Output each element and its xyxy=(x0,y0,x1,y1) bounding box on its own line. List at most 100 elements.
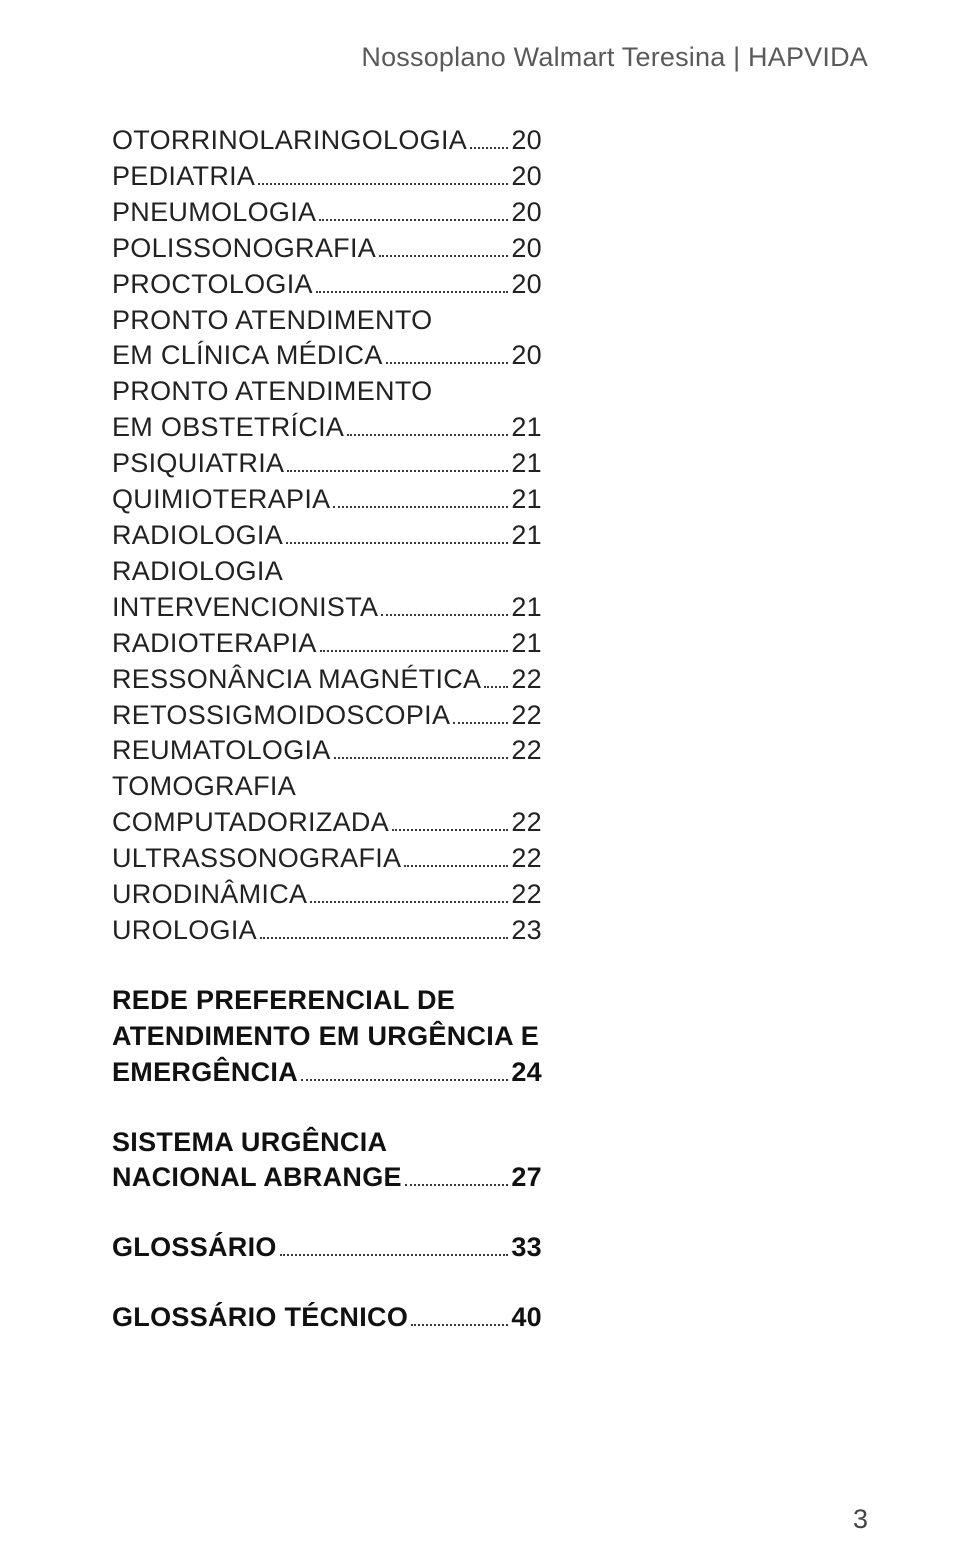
toc-label: EMERGÊNCIA xyxy=(112,1055,298,1091)
toc-label: PSIQUIATRIA xyxy=(112,446,284,482)
toc-dots xyxy=(310,901,508,903)
toc-dots xyxy=(260,937,508,939)
toc-section-pre: SISTEMA URGÊNCIA xyxy=(112,1125,542,1161)
toc-page: 21 xyxy=(511,446,542,482)
toc-label: GLOSSÁRIO TÉCNICO xyxy=(112,1300,408,1336)
toc-label: PNEUMOLOGIA xyxy=(112,195,316,231)
toc-entry-pre: TOMOGRAFIA xyxy=(112,769,542,805)
toc-dots xyxy=(286,542,508,544)
toc-page: 22 xyxy=(511,877,542,913)
toc-page: 20 xyxy=(511,267,542,303)
toc-section-pre: REDE PREFERENCIAL DE xyxy=(112,983,542,1019)
toc-page: 22 xyxy=(511,805,542,841)
toc-dots xyxy=(386,362,509,364)
toc-dots xyxy=(404,865,508,867)
toc-label: POLISSONOGRAFIA xyxy=(112,231,376,267)
toc-dots xyxy=(280,1254,509,1256)
toc-dots xyxy=(258,183,508,185)
toc-entry: PROCTOLOGIA 20 xyxy=(112,267,542,303)
toc-label: EM OBSTETRÍCIA xyxy=(112,410,344,446)
toc-page: 33 xyxy=(511,1230,542,1266)
toc-label: RESSONÂNCIA MAGNÉTICA xyxy=(112,662,481,698)
toc-dots xyxy=(405,1184,509,1186)
toc-entry: PEDIATRIA 20 xyxy=(112,159,542,195)
page-header: Nossoplano Walmart Teresina | HAPVIDA xyxy=(112,42,868,73)
toc-page: 20 xyxy=(511,195,542,231)
header-text: Nossoplano Walmart Teresina | HAPVIDA xyxy=(361,42,868,72)
toc-page: 24 xyxy=(511,1055,542,1091)
toc-entry: EM CLÍNICA MÉDICA 20 xyxy=(112,338,542,374)
toc-page: 40 xyxy=(511,1300,542,1336)
toc-section-entry: EMERGÊNCIA 24 xyxy=(112,1055,542,1091)
toc-entry-pre: PRONTO ATENDIMENTO xyxy=(112,303,542,339)
toc-page: 21 xyxy=(511,626,542,662)
toc-page: 21 xyxy=(511,482,542,518)
toc-section-entry: GLOSSÁRIO 33 xyxy=(112,1230,542,1266)
toc-label: UROLOGIA xyxy=(112,913,257,949)
toc-entry: OTORRINOLARINGOLOGIA 20 xyxy=(112,123,542,159)
toc-dots xyxy=(320,650,509,652)
toc-dots xyxy=(484,686,508,688)
toc-label: RETOSSIGMOIDOSCOPIA xyxy=(112,698,450,734)
toc-page: 20 xyxy=(511,123,542,159)
toc-label: COMPUTADORIZADA xyxy=(112,805,389,841)
toc-entry: RESSONÂNCIA MAGNÉTICA 22 xyxy=(112,662,542,698)
toc-dots xyxy=(334,757,509,759)
toc-page: 20 xyxy=(511,338,542,374)
toc-label: QUIMIOTERAPIA xyxy=(112,482,330,518)
toc-entry: PNEUMOLOGIA 20 xyxy=(112,195,542,231)
toc-entry: REUMATOLOGIA 22 xyxy=(112,733,542,769)
toc-dots xyxy=(381,614,508,616)
table-of-contents: OTORRINOLARINGOLOGIA 20 PEDIATRIA 20 PNE… xyxy=(112,123,542,1336)
toc-entry-pre: PRONTO ATENDIMENTO xyxy=(112,374,542,410)
toc-dots xyxy=(316,291,509,293)
toc-dots xyxy=(333,506,508,508)
toc-dots xyxy=(411,1324,508,1326)
toc-section-entry: NACIONAL ABRANGE 27 xyxy=(112,1160,542,1196)
toc-entry: COMPUTADORIZADA 22 xyxy=(112,805,542,841)
toc-entry: URODINÂMICA 22 xyxy=(112,877,542,913)
toc-entry: RETOSSIGMOIDOSCOPIA 22 xyxy=(112,698,542,734)
document-page: Nossoplano Walmart Teresina | HAPVIDA OT… xyxy=(0,0,960,1336)
toc-label: NACIONAL ABRANGE xyxy=(112,1160,402,1196)
toc-entry: POLISSONOGRAFIA 20 xyxy=(112,231,542,267)
toc-page: 21 xyxy=(511,410,542,446)
toc-dots xyxy=(470,147,508,149)
toc-entry: RADIOLOGIA 21 xyxy=(112,518,542,554)
toc-entry: UROLOGIA 23 xyxy=(112,913,542,949)
page-number: 3 xyxy=(853,1504,868,1535)
toc-label: RADIOLOGIA xyxy=(112,518,283,554)
toc-section-pre: ATENDIMENTO EM URGÊNCIA E xyxy=(112,1019,542,1055)
toc-dots xyxy=(319,219,508,221)
toc-label: GLOSSÁRIO xyxy=(112,1230,277,1266)
toc-page: 27 xyxy=(511,1160,542,1196)
toc-entry: QUIMIOTERAPIA 21 xyxy=(112,482,542,518)
toc-label: EM CLÍNICA MÉDICA xyxy=(112,338,383,374)
toc-entry: RADIOTERAPIA 21 xyxy=(112,626,542,662)
toc-page: 20 xyxy=(511,159,542,195)
toc-dots xyxy=(379,255,508,257)
toc-dots xyxy=(301,1079,508,1081)
toc-label: PROCTOLOGIA xyxy=(112,267,313,303)
toc-page: 22 xyxy=(511,841,542,877)
toc-dots xyxy=(453,722,508,724)
toc-label: REUMATOLOGIA xyxy=(112,733,331,769)
toc-entry: EM OBSTETRÍCIA 21 xyxy=(112,410,542,446)
toc-page: 22 xyxy=(511,698,542,734)
toc-label: OTORRINOLARINGOLOGIA xyxy=(112,123,467,159)
toc-label: ULTRASSONOGRAFIA xyxy=(112,841,401,877)
toc-page: 21 xyxy=(511,590,542,626)
toc-page: 20 xyxy=(511,231,542,267)
toc-label: INTERVENCIONISTA xyxy=(112,590,378,626)
toc-entry: PSIQUIATRIA 21 xyxy=(112,446,542,482)
toc-dots xyxy=(392,829,508,831)
toc-label: URODINÂMICA xyxy=(112,877,307,913)
toc-page: 23 xyxy=(511,913,542,949)
toc-dots xyxy=(347,434,508,436)
toc-entry: ULTRASSONOGRAFIA 22 xyxy=(112,841,542,877)
toc-label: RADIOTERAPIA xyxy=(112,626,317,662)
toc-section-entry: GLOSSÁRIO TÉCNICO 40 xyxy=(112,1300,542,1336)
toc-page: 22 xyxy=(511,733,542,769)
toc-dots xyxy=(287,470,508,472)
toc-page: 22 xyxy=(511,662,542,698)
